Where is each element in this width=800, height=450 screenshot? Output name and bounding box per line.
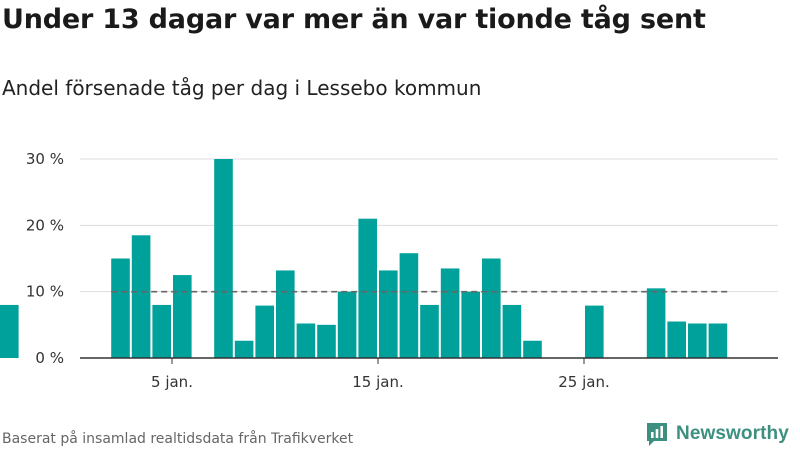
bar-chart: 0 % 10 % 20 % 30 % 5 jan. 15 jan. 25 jan. (0, 150, 778, 391)
bar (173, 275, 192, 358)
grid-lines (80, 158, 778, 293)
bar (234, 340, 254, 358)
bar (111, 258, 130, 358)
x-tick-label: 5 jan. (151, 373, 193, 391)
source-note: Baserat på insamlad realtidsdata från Tr… (2, 431, 354, 447)
chart-subtitle: Andel försenade tåg per dag i Lessebo ko… (2, 76, 482, 100)
bar (399, 253, 419, 358)
bar (379, 270, 398, 358)
bar (255, 305, 274, 358)
newsworthy-logo-icon (647, 423, 667, 446)
chart-title: Under 13 dagar var mer än var tionde tåg… (2, 4, 706, 35)
y-axis-ticks: 0 % 10 % 20 % 30 % (26, 150, 64, 367)
x-tick-label: 25 jan. (558, 373, 610, 391)
bar (440, 268, 460, 358)
y-tick-label: 0 % (35, 349, 64, 367)
newsworthy-logo[interactable]: Newsworthy (645, 420, 789, 448)
x-tick-label: 15 jan. (352, 373, 404, 391)
bar (523, 340, 542, 358)
bar (482, 258, 501, 358)
bar (214, 159, 233, 358)
bar (461, 291, 480, 358)
bar (296, 323, 316, 358)
bar (708, 323, 728, 358)
bar (420, 304, 439, 358)
y-tick-label: 30 % (26, 150, 64, 168)
bar (131, 235, 151, 358)
bar (688, 323, 707, 358)
bar (276, 270, 295, 358)
newsworthy-logo-text: Newsworthy (676, 423, 789, 444)
bar (502, 304, 522, 358)
bar (317, 324, 336, 358)
bar (337, 291, 357, 358)
bar (358, 218, 377, 358)
bars (0, 159, 728, 358)
y-tick-label: 20 % (26, 216, 64, 234)
x-axis-ticks: 5 jan. 15 jan. 25 jan. (151, 358, 610, 391)
bar (667, 321, 686, 358)
bar (152, 304, 171, 358)
bar (646, 288, 666, 358)
bar (585, 305, 604, 358)
y-tick-label: 10 % (26, 283, 64, 301)
bar (0, 304, 19, 358)
